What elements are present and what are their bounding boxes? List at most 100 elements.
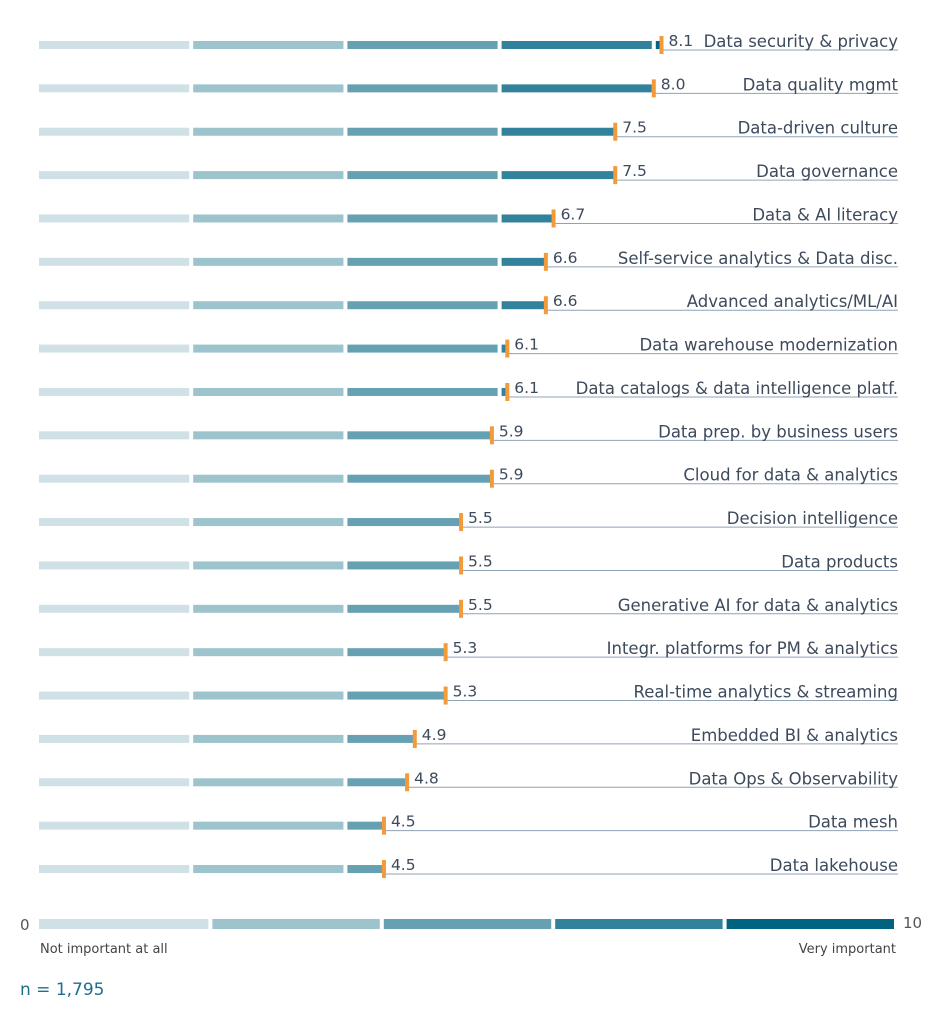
value-marker [459,513,464,532]
value-marker [543,296,548,315]
bar-segment [347,344,498,353]
value-marker [443,643,448,662]
bar-segment [39,865,190,874]
bar-segment [39,691,190,700]
bar-segment [39,734,190,743]
category-label: Data mesh [808,813,898,832]
bar-segment [39,648,190,657]
bar-segment [193,214,344,223]
bar-segment [655,41,662,49]
sample-size-note: n = 1,795 [20,980,105,1000]
value-label: 5.3 [453,683,478,701]
value-marker [613,122,618,141]
bar-segment [193,648,344,657]
bar-segment [193,865,344,874]
bar-segment [501,84,652,93]
bar-segment [193,778,344,787]
value-label: 6.1 [514,379,539,397]
bar-segment [347,171,498,180]
bar-segment [501,344,508,353]
bar-segment [193,561,344,570]
bar-segment [193,821,344,830]
bar-segment [501,214,554,223]
category-label: Data Ops & Observability [689,769,899,788]
bar-segment [501,41,652,49]
bar-segment [193,84,344,93]
category-label: Data & AI literacy [752,205,898,224]
bar-segment [193,257,344,266]
bar-segment [39,561,190,570]
bar-segment [347,648,446,657]
bar-segment [193,691,344,700]
bar-segment [193,431,344,440]
category-label: Real-time analytics & streaming [634,683,899,702]
category-label: Data security & privacy [704,32,899,51]
bar-segment [347,301,498,310]
bar-segment [347,518,462,527]
value-marker [613,166,618,185]
value-label: 5.5 [468,509,493,527]
scale-segment [39,919,209,929]
scale-segment [212,919,380,929]
value-label: 4.9 [422,726,447,744]
value-label: 6.6 [553,249,578,267]
scale-max-label: 10 [903,914,922,932]
value-marker [659,36,664,54]
bar-segment [39,431,190,440]
bar-segment [39,301,190,310]
bar-segment [501,171,616,180]
category-label: Decision intelligence [727,509,898,528]
bar-segment [347,474,492,483]
bar-segment [347,387,498,396]
value-marker [405,773,410,792]
bar-segment [347,127,498,136]
bar-segment [347,41,498,49]
value-marker [505,382,510,401]
value-label: 5.5 [468,552,493,570]
category-label: Cloud for data & analytics [683,466,898,485]
bar-segment [39,257,190,266]
scale-segment [383,919,552,929]
bar-segment [193,301,344,310]
scale-segment [726,919,894,929]
category-label: Data quality mgmt [743,75,899,94]
value-marker [412,729,417,748]
value-label: 5.3 [453,639,478,657]
value-marker [489,426,494,445]
category-label: Data prep. by business users [658,422,898,441]
bar-segment [347,257,498,266]
value-marker [459,556,464,575]
bar-segment [39,387,190,396]
value-label: 5.9 [499,466,524,484]
bar-segment [193,171,344,180]
value-marker [381,816,386,835]
category-label: Data catalogs & data intelligence platf. [576,379,898,398]
value-label: 6.6 [553,292,578,310]
bar-segment [347,561,462,570]
bar-segment [347,821,384,830]
bar-segment [347,691,446,700]
bar-segment [39,84,190,93]
bar-segment [39,344,190,353]
bar-segment [193,518,344,527]
bar-segment [39,127,190,136]
category-label: Self-service analytics & Data disc. [618,249,898,268]
value-label: 6.1 [514,336,539,354]
scale-min-label: 0 [20,916,30,934]
value-label: 5.9 [499,422,524,440]
value-marker [551,209,556,228]
category-label: Integr. platforms for PM & analytics [607,639,898,658]
category-label: Embedded BI & analytics [691,726,898,745]
bar-segment [347,604,462,613]
category-label: Data products [781,552,898,571]
value-label: 7.5 [622,162,647,180]
value-marker [489,469,494,488]
bar-segment [501,301,546,310]
bar-segment [39,821,190,830]
bar-segment [193,474,344,483]
value-marker [381,860,386,879]
bar-segment [193,344,344,353]
bar-segment [193,734,344,743]
bar-segment [39,604,190,613]
